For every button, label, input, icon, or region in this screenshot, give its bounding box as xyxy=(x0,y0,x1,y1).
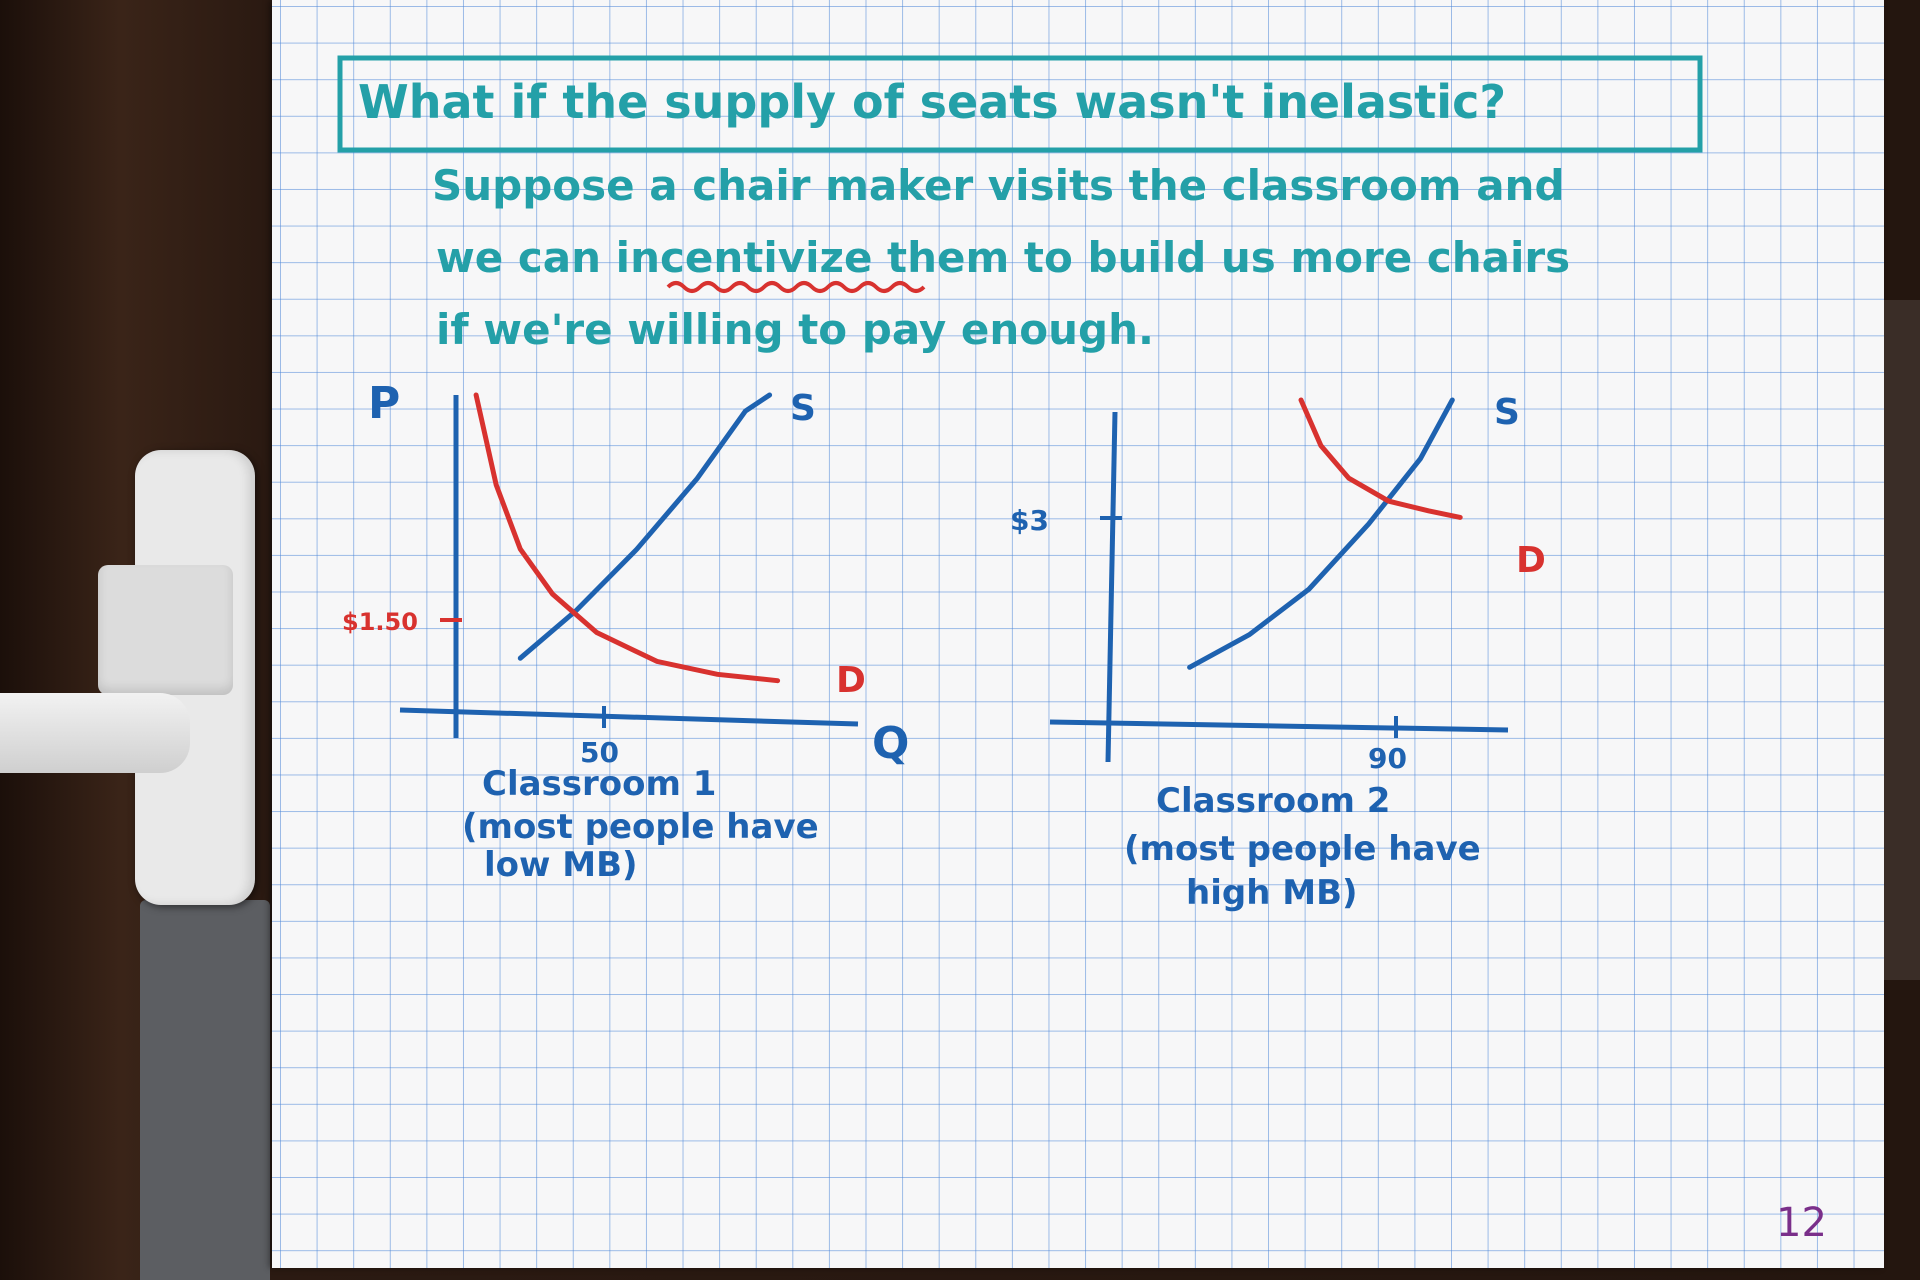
chart2-demand-curve xyxy=(1298,397,1463,520)
graph-paper-sheet xyxy=(272,0,1884,1268)
clip-knob xyxy=(98,565,233,695)
intro-line-1: Suppose a chair maker visits the classro… xyxy=(432,161,1565,210)
chart1-demand-label: D xyxy=(836,660,866,701)
title-box xyxy=(337,55,1703,153)
chart2-caption-2: (most people have xyxy=(1124,829,1481,869)
chart2-x-axis xyxy=(1049,719,1509,733)
chart-classroom-2: $3 90 S D Classroom 2 (most people have … xyxy=(1010,392,1546,913)
chart2-caption-3: high MB) xyxy=(1186,873,1358,913)
intro-line-2: we can incentivize them to build us more… xyxy=(436,233,1570,282)
chart1-supply-curve xyxy=(517,392,773,661)
chart1-x-label: Q xyxy=(872,718,909,769)
chart1-caption-1: Classroom 1 xyxy=(482,764,716,804)
chart2-caption-1: Classroom 2 xyxy=(1156,781,1390,821)
chart1-demand-curve xyxy=(473,392,781,684)
incentivize-underline xyxy=(666,281,926,293)
intro-line-3: if we're willing to pay enough. xyxy=(436,305,1154,354)
stand-base xyxy=(140,900,270,1280)
chart2-price-tick: $3 xyxy=(1010,504,1049,537)
easel-edge xyxy=(1884,300,1920,980)
chart2-qty-tick: 90 xyxy=(1368,742,1407,775)
chart1-price-tick: $1.50 xyxy=(342,608,418,636)
chart2-supply-curve xyxy=(1187,397,1455,670)
chart1-y-label: P xyxy=(368,378,400,429)
chart-classroom-1: P Q $1.50 50 S D Classroom 1 (most peopl… xyxy=(342,378,909,885)
page-number: 12 xyxy=(1776,1200,1827,1246)
chart2-demand-label: D xyxy=(1516,540,1546,581)
chart1-x-axis xyxy=(399,707,859,727)
chart1-caption-3: low MB) xyxy=(484,845,638,885)
chart1-supply-label: S xyxy=(790,388,816,429)
chart1-caption-2: (most people have xyxy=(462,807,819,847)
chart2-y-axis xyxy=(1105,411,1118,763)
title-text: What if the supply of seats wasn't inela… xyxy=(358,75,1506,129)
chart2-supply-label: S xyxy=(1494,392,1520,433)
chart1-qty-tick: 50 xyxy=(580,736,619,769)
stand-arm xyxy=(0,693,190,773)
